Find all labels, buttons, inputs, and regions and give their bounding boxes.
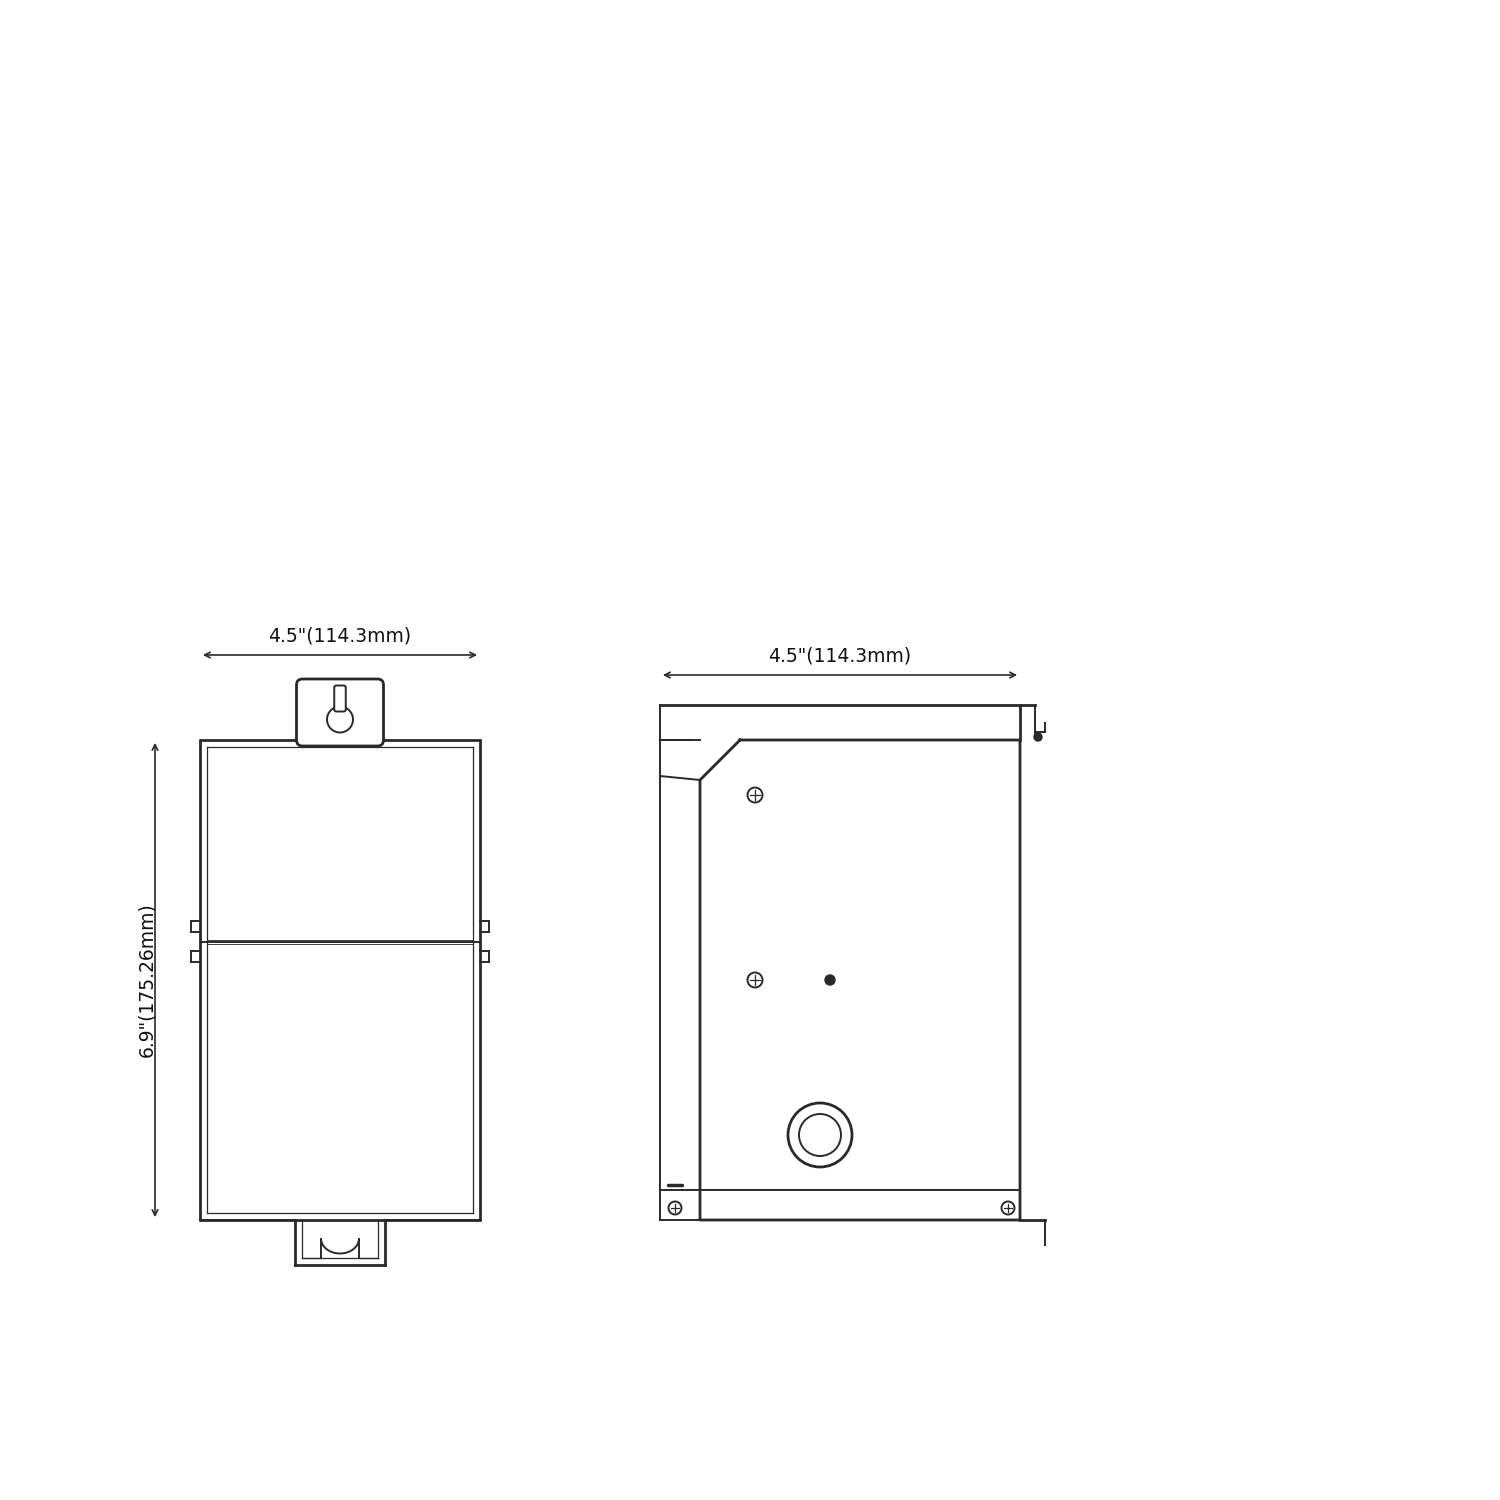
Text: 4.5"(114.3mm): 4.5"(114.3mm) xyxy=(268,626,411,645)
Text: 6.9"(175.26mm): 6.9"(175.26mm) xyxy=(138,903,156,1058)
FancyBboxPatch shape xyxy=(297,680,384,746)
Circle shape xyxy=(1034,734,1042,741)
Circle shape xyxy=(825,975,836,986)
Text: 4.5"(114.3mm): 4.5"(114.3mm) xyxy=(768,646,912,664)
FancyBboxPatch shape xyxy=(334,686,345,711)
